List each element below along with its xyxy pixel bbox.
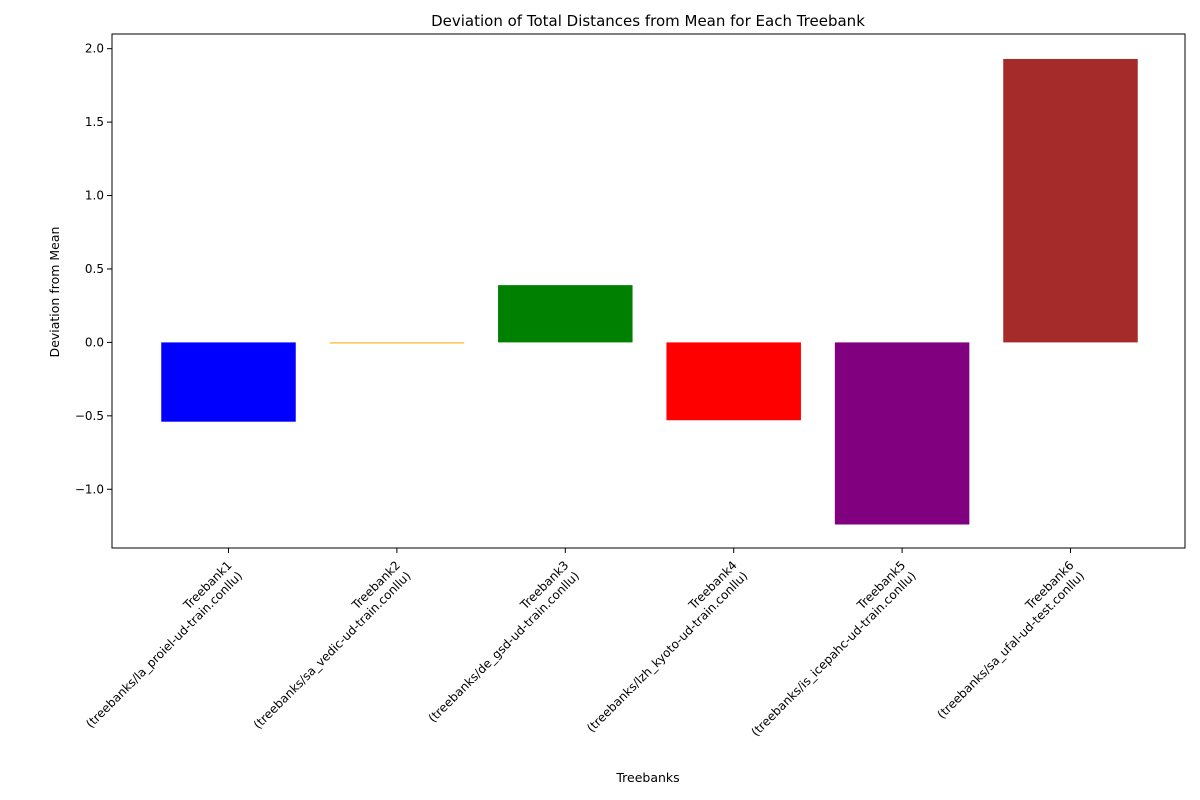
bars-group [161, 58, 1138, 525]
x-tick-label: Treebank6(treebanks/sa_ufal-ud-test.conl… [924, 558, 1087, 721]
x-tick-label: Treebank4(treebanks/lzh_kyoto-ud-train.c… [573, 558, 750, 735]
x-tick-label: Treebank2(treebanks/sa_vedic-ud-train.co… [240, 558, 414, 732]
y-tick-label: 0.0 [85, 335, 104, 349]
y-axis: 2.0 1.5 1.0 0.5 0.0 −0.5 −1.0 [75, 42, 112, 496]
x-tick-label-path: (treebanks/sa_vedic-ud-train.conllu) [251, 569, 414, 732]
bar [329, 342, 465, 344]
y-tick-label: 1.5 [85, 115, 104, 129]
bar [666, 342, 801, 421]
y-tick-label: −1.0 [75, 482, 104, 496]
bar [1003, 58, 1138, 343]
x-tick-label-path: (treebanks/sa_ufal-ud-test.conllu) [934, 569, 1087, 722]
y-tick-label: −0.5 [75, 409, 104, 423]
bar [834, 342, 970, 525]
plot-frame [111, 33, 1186, 549]
x-tick-label-path: (treebanks/la_proiel-ud-train.conllu) [83, 569, 245, 731]
x-axis: Treebank1(treebanks/la_proiel-ud-train.c… [73, 548, 1087, 739]
chart-title: Deviation of Total Distances from Mean f… [431, 12, 865, 30]
x-tick-label: Treebank3(treebanks/de_gsd-ud-train.conl… [415, 558, 582, 725]
x-axis-label: Treebanks [615, 770, 679, 785]
y-axis-label: Deviation from Mean [47, 227, 62, 358]
x-tick-label: Treebank1(treebanks/la_proiel-ud-train.c… [73, 558, 246, 731]
y-tick-label: 2.0 [85, 42, 104, 56]
bar [161, 342, 296, 422]
bar [498, 285, 633, 343]
y-tick-label: 1.0 [85, 189, 104, 203]
x-tick-label-path: (treebanks/de_gsd-ud-train.conllu) [426, 569, 582, 725]
y-tick-label: 0.5 [85, 262, 104, 276]
x-tick-label-path: (treebanks/is_icepahc-ud-train.conllu) [749, 569, 919, 739]
x-tick-label: Treebank5(treebanks/is_icepahc-ud-train.… [738, 558, 919, 739]
x-tick-label-path: (treebanks/lzh_kyoto-ud-train.conllu) [584, 569, 750, 735]
